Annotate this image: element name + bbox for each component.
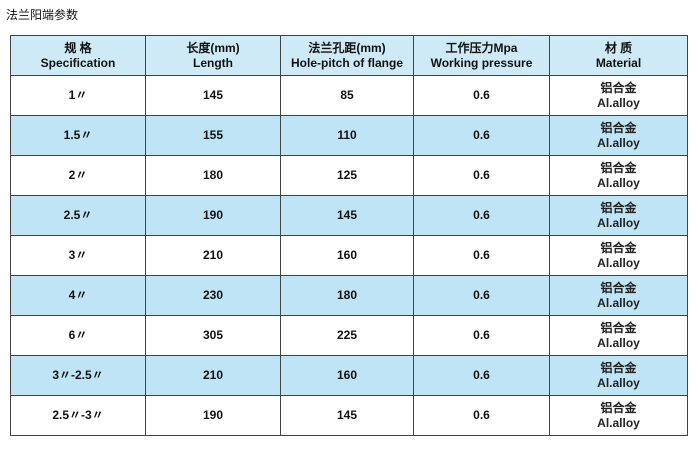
spec-cell: 3〃 [10,235,146,276]
material-cell: 铝合金 Al.alloy [549,355,688,396]
hole-pitch-cell: 225 [280,315,414,356]
table-row: 1〃 145 85 0.6 铝合金 Al.alloy [10,75,688,116]
spec-cell: 2〃 [10,155,146,196]
header-en: Material [595,55,642,70]
material-en: Al.alloy [597,375,640,390]
material-zh: 铝合金 [600,120,637,135]
material-en: Al.alloy [597,95,640,110]
length-cell: 210 [145,235,281,276]
material-cell: 铝合金 Al.alloy [549,115,688,156]
material-zh: 铝合金 [600,200,637,215]
spec-cell: 1〃 [10,75,146,116]
length-cell: 180 [145,155,281,196]
header-cell: 规 格 Specification [10,35,146,76]
table-row: 3〃-2.5〃 210 160 0.6 铝合金 Al.alloy [10,355,688,396]
material-en: Al.alloy [597,295,640,310]
header-en: Specification [40,55,116,70]
table-row: 2〃 180 125 0.6 铝合金 Al.alloy [10,155,688,196]
material-en: Al.alloy [597,335,640,350]
material-en: Al.alloy [597,175,640,190]
pressure-cell: 0.6 [413,75,550,116]
spec-cell: 2.5〃-3〃 [10,395,146,436]
header-en: Working pressure [430,55,533,70]
table-row: 6〃 305 225 0.6 铝合金 Al.alloy [10,315,688,356]
material-cell: 铝合金 Al.alloy [549,235,688,276]
header-en: Length [193,55,233,70]
pressure-cell: 0.6 [413,155,550,196]
material-en: Al.alloy [597,135,640,150]
length-cell: 305 [145,315,281,356]
hole-pitch-cell: 160 [280,235,414,276]
hole-pitch-cell: 85 [280,75,414,116]
material-zh: 铝合金 [600,280,637,295]
material-zh: 铝合金 [600,160,637,175]
spec-cell: 4〃 [10,275,146,316]
spec-cell: 1.5〃 [10,115,146,156]
hole-pitch-cell: 160 [280,355,414,396]
header-zh: 长度(mm) [186,40,240,55]
material-zh: 铝合金 [600,320,637,335]
material-cell: 铝合金 Al.alloy [549,195,688,236]
length-cell: 190 [145,395,281,436]
hole-pitch-cell: 110 [280,115,414,156]
material-zh: 铝合金 [600,400,637,415]
hole-pitch-cell: 145 [280,195,414,236]
header-cell: 材 质 Material [549,35,688,76]
pressure-cell: 0.6 [413,395,550,436]
spec-cell: 3〃-2.5〃 [10,355,146,396]
table-row: 2.5〃 190 145 0.6 铝合金 Al.alloy [10,195,688,236]
spec-table: 规 格 Specification 长度(mm) Length 法兰孔距(mm) Hole… [10,35,688,436]
length-cell: 210 [145,355,281,396]
pressure-cell: 0.6 [413,235,550,276]
pressure-cell: 0.6 [413,315,550,356]
material-cell: 铝合金 Al.alloy [549,275,688,316]
length-cell: 190 [145,195,281,236]
table-body: 1〃 145 85 0.6 铝合金 Al.alloy 1.5〃 155 110 0.6 铝合金 Al.… [10,75,688,436]
pressure-cell: 0.6 [413,355,550,396]
header-zh: 工作压力Mpa [445,40,518,55]
header-cell: 长度(mm) Length [145,35,281,76]
pressure-cell: 0.6 [413,195,550,236]
material-cell: 铝合金 Al.alloy [549,75,688,116]
table-row: 1.5〃 155 110 0.6 铝合金 Al.alloy [10,115,688,156]
material-zh: 铝合金 [600,80,637,95]
header-en: Hole-pitch of flange [291,55,403,70]
hole-pitch-cell: 145 [280,395,414,436]
hole-pitch-cell: 125 [280,155,414,196]
header-zh: 材 质 [604,40,633,55]
hole-pitch-cell: 180 [280,275,414,316]
header-zh: 法兰孔距(mm) [308,40,386,55]
material-cell: 铝合金 Al.alloy [549,155,688,196]
material-cell: 铝合金 Al.alloy [549,395,688,436]
material-zh: 铝合金 [600,240,637,255]
material-en: Al.alloy [597,215,640,230]
material-zh: 铝合金 [600,360,637,375]
header-zh: 规 格 [64,40,92,55]
header-row: 规 格 Specification 长度(mm) Length 法兰孔距(mm) Hole… [10,35,688,76]
header-cell: 工作压力Mpa Working pressure [413,35,550,76]
table-row: 2.5〃-3〃 190 145 0.6 铝合金 Al.alloy [10,395,688,436]
length-cell: 155 [145,115,281,156]
material-en: Al.alloy [597,415,640,430]
pressure-cell: 0.6 [413,115,550,156]
table-row: 3〃 210 160 0.6 铝合金 Al.alloy [10,235,688,276]
material-en: Al.alloy [597,255,640,270]
page-title: 法兰阳端参数 [6,8,79,22]
table-row: 4〃 230 180 0.6 铝合金 Al.alloy [10,275,688,316]
material-cell: 铝合金 Al.alloy [549,315,688,356]
pressure-cell: 0.6 [413,275,550,316]
length-cell: 230 [145,275,281,316]
header-cell: 法兰孔距(mm) Hole-pitch of flange [280,35,414,76]
spec-cell: 6〃 [10,315,146,356]
spec-cell: 2.5〃 [10,195,146,236]
length-cell: 145 [145,75,281,116]
